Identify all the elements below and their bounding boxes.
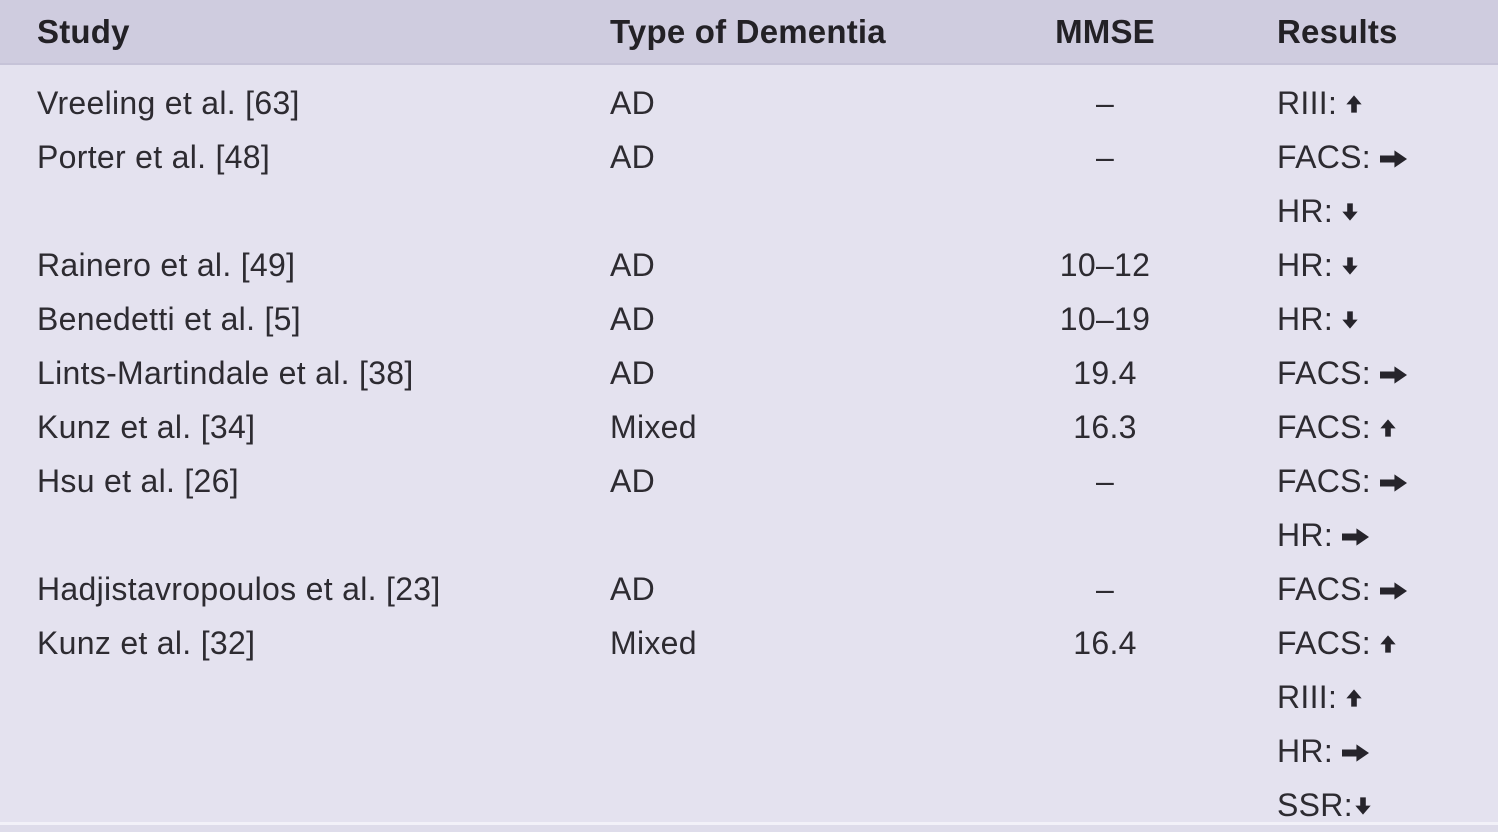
result-label: SSR: <box>1277 787 1353 823</box>
right-arrow-icon <box>1379 474 1407 492</box>
mmse-cell: – <box>1095 85 1115 121</box>
result-label: HR: <box>1277 733 1334 769</box>
result-line: RIII: <box>1277 670 1498 724</box>
dementia-type-cell: AD <box>610 301 656 337</box>
result-line: HR: <box>1277 184 1498 238</box>
study-cell: Rainero et al. [49] <box>37 247 296 283</box>
mmse-cell: 10–12 <box>1059 247 1151 283</box>
table-row: Kunz et al. [34] Mixed 16.3 FACS: <box>0 400 1498 454</box>
up-arrow-icon <box>1380 419 1396 437</box>
result-label: RIII: <box>1277 679 1338 715</box>
table-row: Hsu et al. [26] AD – FACS: HR: <box>0 454 1498 562</box>
table-row: Rainero et al. [49] AD 10–12 HR: <box>0 238 1498 292</box>
results-cell: FACS: RIII: HR: SSR: <box>1180 616 1498 832</box>
result-line: HR: <box>1277 292 1498 346</box>
mmse-cell: 19.4 <box>1073 355 1137 391</box>
results-cell: HR: <box>1180 292 1498 346</box>
result-line: HR: <box>1277 238 1498 292</box>
dementia-type-cell: AD <box>610 463 656 499</box>
mmse-cell: – <box>1095 139 1115 175</box>
result-line: FACS: <box>1277 346 1498 400</box>
result-label: RIII: <box>1277 85 1338 121</box>
header-cell-type: Type of Dementia <box>610 12 886 50</box>
result-line: FACS: <box>1277 400 1498 454</box>
right-arrow-icon <box>1342 744 1370 762</box>
result-label: HR: <box>1277 301 1334 337</box>
study-cell: Benedetti et al. [5] <box>37 301 301 337</box>
down-arrow-icon <box>1342 311 1358 329</box>
right-arrow-icon <box>1342 528 1370 546</box>
result-line: FACS: <box>1277 562 1498 616</box>
table-body: Vreeling et al. [63] AD – RIII: Porter e… <box>0 65 1498 832</box>
down-arrow-icon <box>1355 797 1371 815</box>
results-cell: FACS: <box>1180 562 1498 616</box>
right-arrow-icon <box>1379 582 1407 600</box>
right-arrow-icon <box>1379 366 1407 384</box>
dementia-type-cell: AD <box>610 139 656 175</box>
result-line: FACS: <box>1277 130 1498 184</box>
result-label: FACS: <box>1277 625 1371 661</box>
dementia-type-cell: Mixed <box>610 625 697 661</box>
result-label: FACS: <box>1277 409 1371 445</box>
result-label: FACS: <box>1277 571 1371 607</box>
mmse-cell: 16.4 <box>1073 625 1137 661</box>
header-cell-results: Results <box>1277 12 1398 50</box>
down-arrow-icon <box>1342 203 1358 221</box>
dementia-type-cell: AD <box>610 85 656 121</box>
study-cell: Kunz et al. [32] <box>37 625 256 661</box>
result-line: SSR: <box>1277 778 1498 832</box>
table-row: Vreeling et al. [63] AD – RIII: <box>0 76 1498 130</box>
mmse-cell: 16.3 <box>1073 409 1137 445</box>
mmse-cell: – <box>1095 463 1115 499</box>
result-line: FACS: <box>1277 616 1498 670</box>
study-cell: Hadjistavropoulos et al. [23] <box>37 571 441 607</box>
up-arrow-icon <box>1346 95 1362 113</box>
results-cell: FACS: HR: <box>1180 130 1498 238</box>
table-header-row: Study Type of Dementia MMSE Results <box>0 0 1498 65</box>
result-line: RIII: <box>1277 76 1498 130</box>
dementia-type-cell: AD <box>610 247 656 283</box>
result-line: HR: <box>1277 508 1498 562</box>
result-line: HR: <box>1277 724 1498 778</box>
header-cell-mmse: MMSE <box>1055 12 1155 50</box>
results-cell: HR: <box>1180 238 1498 292</box>
up-arrow-icon <box>1380 635 1396 653</box>
right-arrow-icon <box>1379 150 1407 168</box>
result-label: FACS: <box>1277 139 1371 175</box>
dementia-type-cell: Mixed <box>610 409 697 445</box>
table-row: Porter et al. [48] AD – FACS: HR: <box>0 130 1498 238</box>
results-cell: FACS: HR: <box>1180 454 1498 562</box>
result-label: FACS: <box>1277 463 1371 499</box>
header-cell-study: Study <box>37 12 130 50</box>
mmse-cell: 10–19 <box>1059 301 1151 337</box>
results-cell: FACS: <box>1180 400 1498 454</box>
table-bottom-divider <box>0 822 1498 832</box>
study-cell: Porter et al. [48] <box>37 139 271 175</box>
result-label: HR: <box>1277 517 1334 553</box>
dementia-type-cell: AD <box>610 571 656 607</box>
table-row: Benedetti et al. [5] AD 10–19 HR: <box>0 292 1498 346</box>
dementia-type-cell: AD <box>610 355 656 391</box>
table-row: Lints-Martindale et al. [38] AD 19.4 FAC… <box>0 346 1498 400</box>
study-cell: Hsu et al. [26] <box>37 463 239 499</box>
study-cell: Vreeling et al. [63] <box>37 85 300 121</box>
result-line: FACS: <box>1277 454 1498 508</box>
table-row: Hadjistavropoulos et al. [23] AD – FACS: <box>0 562 1498 616</box>
result-label: HR: <box>1277 193 1334 229</box>
result-label: HR: <box>1277 247 1334 283</box>
results-cell: RIII: <box>1180 76 1498 130</box>
mmse-cell: – <box>1095 571 1115 607</box>
table-row: Kunz et al. [32] Mixed 16.4 FACS: RIII: … <box>0 616 1498 832</box>
study-cell: Lints-Martindale et al. [38] <box>37 355 414 391</box>
result-label: FACS: <box>1277 355 1371 391</box>
results-cell: FACS: <box>1180 346 1498 400</box>
down-arrow-icon <box>1342 257 1358 275</box>
study-cell: Kunz et al. [34] <box>37 409 256 445</box>
up-arrow-icon <box>1346 689 1362 707</box>
